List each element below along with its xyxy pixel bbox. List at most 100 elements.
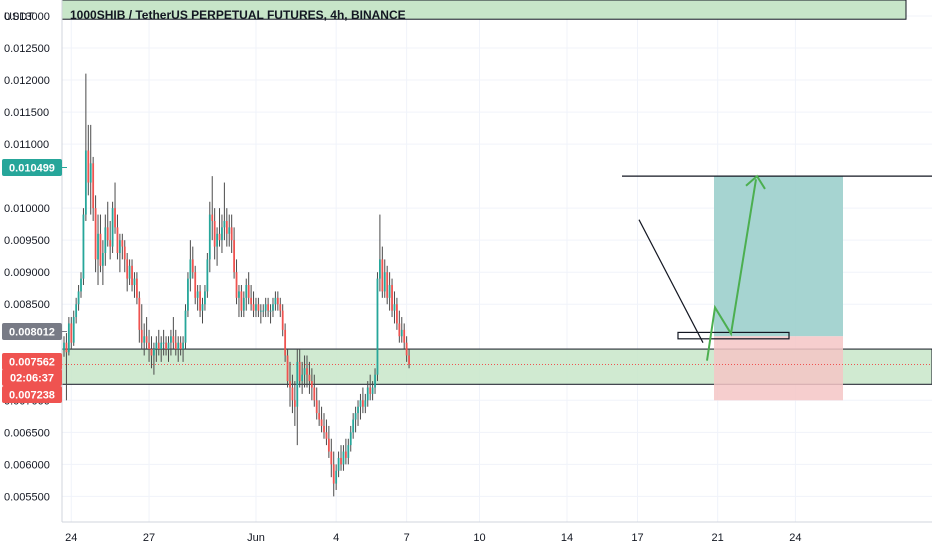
candle-body	[289, 381, 291, 388]
candle-body	[194, 272, 197, 298]
candle-body	[247, 285, 250, 298]
candle-body	[97, 233, 99, 260]
price-badge	[2, 159, 62, 176]
price-tick-label: 0.013000	[4, 11, 50, 23]
candle-body	[118, 240, 121, 253]
candle-body	[70, 323, 73, 343]
candle-body	[199, 291, 201, 311]
candle-body	[240, 291, 243, 311]
candle-body	[374, 374, 376, 388]
candle-body	[170, 336, 172, 343]
candles	[63, 73, 410, 497]
candle-body	[293, 400, 296, 407]
candle-body	[213, 220, 216, 247]
time-tick-label: 14	[561, 532, 573, 544]
candle-body	[133, 278, 136, 286]
price-tick-label: 0.011000	[4, 139, 49, 151]
time-tick-label: 7	[404, 532, 410, 544]
candle-body	[272, 304, 274, 311]
candle-body	[182, 342, 184, 350]
candle-body	[145, 336, 148, 343]
candle-body	[67, 323, 70, 353]
candle-body	[211, 214, 214, 221]
candle-body	[201, 304, 204, 311]
price-badge-label: 0.007562	[9, 357, 55, 369]
candle-body	[386, 272, 389, 298]
time-tick-label: 4	[333, 532, 339, 544]
candle-body	[191, 259, 194, 273]
candle-body	[376, 278, 379, 375]
candle-body	[371, 387, 374, 394]
candle-body	[347, 445, 350, 458]
candle-body	[327, 438, 330, 452]
candle-body	[221, 227, 223, 241]
candle-body	[276, 297, 279, 305]
candle-body	[230, 227, 233, 241]
candle-body	[255, 304, 257, 311]
candle-body	[323, 425, 325, 433]
time-axis-ticks: 24 27 Jun 4 7 10 14 17 21 24	[65, 532, 801, 544]
candle-body	[391, 285, 393, 311]
candle-body	[262, 310, 265, 312]
candle-body	[269, 310, 272, 312]
price-tick-label: 0.006500	[4, 427, 50, 439]
candle-body	[250, 297, 253, 305]
candle-body	[303, 368, 306, 375]
candle-body	[77, 291, 80, 305]
drawings	[622, 174, 932, 361]
candle-body	[245, 285, 248, 298]
projection-path	[706, 179, 757, 361]
candle-body	[242, 297, 245, 311]
price-tick-label: 0.012000	[4, 75, 50, 87]
entry-box	[677, 331, 790, 340]
candle-body	[308, 374, 311, 382]
candle-body	[325, 432, 328, 439]
candle-body	[337, 457, 340, 471]
candle-body	[150, 349, 153, 356]
candle-body	[235, 272, 238, 298]
candle-body	[94, 208, 97, 260]
candle-body	[126, 259, 129, 279]
candle-body	[153, 349, 155, 356]
candle-body	[252, 304, 255, 311]
candle-body	[396, 304, 398, 324]
candle-body	[106, 227, 109, 241]
price-tick-label: 0.009500	[4, 235, 50, 247]
price-axis[interactable]	[0, 0, 62, 522]
price-badges: 0.010499 0.008012 0.007562 02:06:37 0.007238	[2, 159, 67, 403]
candle-body	[99, 233, 102, 266]
price-tick-label: 0.005500	[4, 491, 50, 503]
candle-body	[82, 214, 85, 279]
price-badge-label: 0.008012	[9, 327, 55, 339]
time-tick-label: Jun	[247, 532, 265, 544]
candle-body	[330, 451, 333, 465]
candle-body	[388, 285, 391, 298]
candle-body	[257, 304, 260, 311]
candle-body	[84, 150, 87, 215]
candle-body	[179, 342, 182, 350]
candle-body	[140, 329, 143, 343]
price-badge-label: 0.010499	[9, 163, 55, 175]
candle-body	[157, 342, 160, 350]
candle-body	[233, 240, 235, 273]
candle-body	[114, 208, 116, 228]
candle-body	[315, 400, 318, 414]
candle-body	[274, 297, 277, 305]
time-axis[interactable]	[0, 522, 932, 550]
candle-body	[208, 214, 211, 260]
candle-body	[223, 220, 226, 228]
candle-body	[143, 336, 146, 343]
chart-title: 1000SHIB / TetherUS PERPETUAL FUTURES, 4…	[70, 8, 406, 22]
candle-body	[320, 419, 323, 426]
candle-body	[138, 297, 141, 330]
candle-body	[393, 304, 396, 311]
price-tick-label: 0.012500	[4, 43, 50, 55]
candle-body	[398, 323, 401, 337]
candle-body	[301, 374, 304, 382]
candle-body	[403, 329, 406, 343]
candle-body	[167, 342, 170, 350]
stop-zone	[714, 336, 843, 401]
candle-body	[379, 259, 381, 279]
